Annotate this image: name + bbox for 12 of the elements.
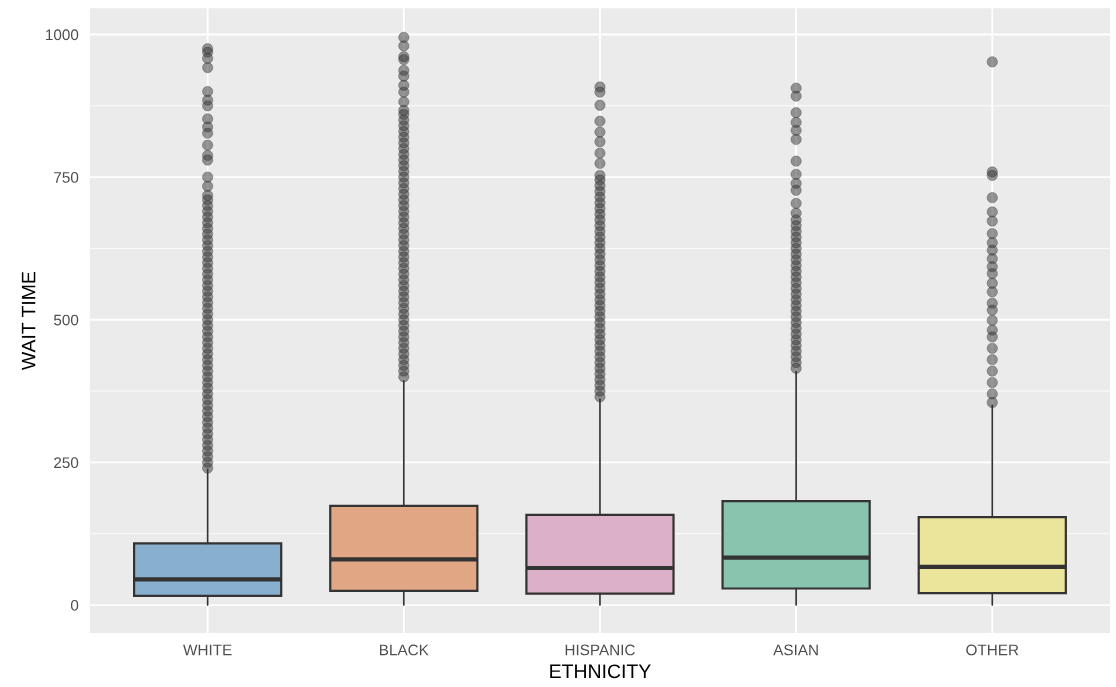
y-tick-label: 0 [70,599,79,611]
y-tick-label: 500 [53,314,79,326]
x-tick-label: BLACK [380,644,429,656]
x-axis-title: ETHNICITY [550,664,651,679]
y-axis-title: WAIT TIME [21,271,36,371]
y-tick-label: 750 [54,172,79,183]
x-tick-label: HISPANIC [565,644,635,656]
x-tick-label: OTHER [966,644,1019,656]
x-tick-label: ASIAN [773,644,818,656]
y-tick-label: 250 [54,457,79,469]
y-tick-label: 1000 [46,29,79,41]
x-tick-label: WHITE [183,644,232,656]
